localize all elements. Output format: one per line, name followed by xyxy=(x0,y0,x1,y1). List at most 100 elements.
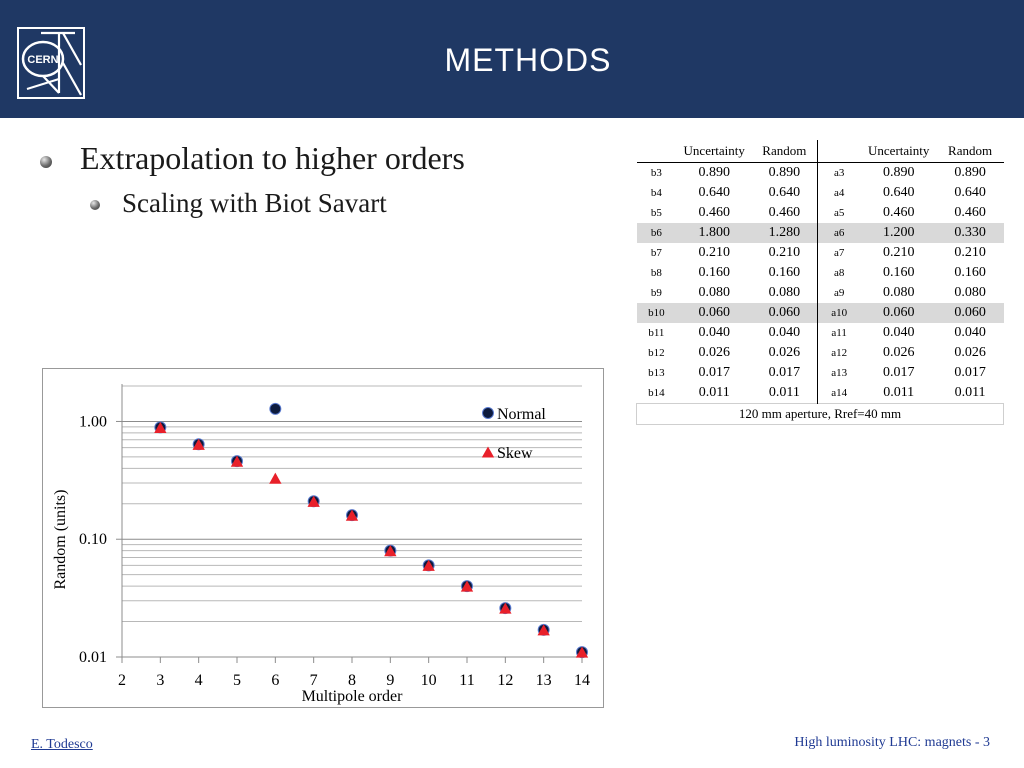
table-row: b7 0.210 0.210 a7 0.210 0.210 xyxy=(637,243,1004,263)
skew-random-cell: 0.210 xyxy=(954,245,986,260)
skew-random-cell: 0.040 xyxy=(954,325,986,340)
skew-data-point xyxy=(307,495,320,507)
normal-random-cell: 1.280 xyxy=(752,223,818,243)
skew-uncertainty-cell: 1.200 xyxy=(860,223,937,243)
normal-uncertainty-cell: 1.800 xyxy=(676,223,753,243)
normal-uncertainty-cell: 0.017 xyxy=(698,365,730,380)
x-tick-label: 2 xyxy=(118,672,126,689)
skew-random-cell: 0.060 xyxy=(936,303,1004,323)
normal-uncertainty-cell: 0.080 xyxy=(698,285,730,300)
skew-multipole-label: a12 xyxy=(831,347,848,359)
bullet-sphere-icon xyxy=(40,156,52,168)
normal-uncertainty-cell: 0.026 xyxy=(698,345,730,360)
skew-data-point xyxy=(269,472,282,484)
cern-logo: CERN xyxy=(17,27,85,99)
normal-multipole-label: b10 xyxy=(636,303,677,323)
normal-random-cell: 0.890 xyxy=(752,162,818,183)
x-tick-label: 4 xyxy=(195,672,203,689)
title-banner: CERN METHODS xyxy=(0,0,1024,118)
table-row: b3 0.890 0.890 a3 0.890 0.890 xyxy=(637,162,1004,183)
skew-uncertainty-cell: 0.040 xyxy=(882,325,915,340)
x-tick-label: 14 xyxy=(574,672,590,689)
multipole-table: Uncertainty Random Uncertainty Random b3… xyxy=(636,140,1004,425)
bullet-text: Extrapolation to higher orders xyxy=(80,140,465,176)
normal-multipole-label: b11 xyxy=(648,327,665,339)
legend-label: Skew xyxy=(497,445,533,462)
table-header-row: Uncertainty Random Uncertainty Random xyxy=(636,140,1004,163)
normal-multipole-label: b9 xyxy=(650,287,662,299)
normal-random-cell: 0.040 xyxy=(752,323,818,343)
table-row: b8 0.160 0.160 a8 0.160 0.160 xyxy=(637,263,1004,283)
column-header: Random xyxy=(936,140,1004,163)
skew-uncertainty-cell: 0.890 xyxy=(882,165,915,180)
y-axis-label: Random (units) xyxy=(52,490,69,590)
skew-random-cell: 0.026 xyxy=(954,345,986,360)
normal-random-cell: 0.460 xyxy=(752,203,818,223)
table-row: b12 0.026 0.026 a12 0.026 0.026 xyxy=(637,343,1004,363)
table-row: b13 0.017 0.017 a13 0.017 0.017 xyxy=(637,363,1004,383)
x-tick-label: 11 xyxy=(459,672,474,689)
table-row: b6 1.800 1.280 a6 1.200 0.330 xyxy=(636,223,1004,243)
slide-title: METHODS xyxy=(444,42,612,78)
table-footer-row: 120 mm aperture, Rref=40 mm xyxy=(636,403,1004,425)
x-tick-label: 6 xyxy=(271,672,279,689)
normal-random-cell: 0.017 xyxy=(752,363,818,383)
skew-data-point xyxy=(345,509,359,521)
skew-uncertainty-cell: 0.011 xyxy=(883,385,915,400)
normal-random-cell: 0.210 xyxy=(752,243,818,263)
skew-data-point xyxy=(192,438,205,450)
skew-data-point xyxy=(575,646,589,658)
normal-multipole-label: b4 xyxy=(650,187,662,199)
skew-random-cell: 0.640 xyxy=(954,185,986,200)
normal-multipole-label: b5 xyxy=(650,207,662,219)
skew-multipole-label: a7 xyxy=(833,247,845,259)
x-tick-label: 13 xyxy=(536,672,552,689)
skew-data-point xyxy=(499,602,512,614)
table-row: b10 0.060 0.060 a10 0.060 0.060 xyxy=(636,303,1004,323)
skew-random-cell: 0.080 xyxy=(954,285,986,300)
normal-random-cell: 0.080 xyxy=(752,283,818,303)
skew-multipole-label: a8 xyxy=(833,267,845,279)
author-link[interactable]: E. Todesco xyxy=(31,737,93,752)
normal-uncertainty-cell: 0.060 xyxy=(676,303,753,323)
chart-frame: 1.00 0.10 0.01 2 3 4 5 6 7 8 9 10 11 12 13 14 Multipole … xyxy=(42,368,604,708)
normal-uncertainty-cell: 0.460 xyxy=(698,205,730,220)
skew-uncertainty-cell: 0.460 xyxy=(882,205,915,220)
skew-multipole-label: a10 xyxy=(817,303,861,323)
column-header: Random xyxy=(752,140,818,163)
skew-data-point xyxy=(154,421,167,433)
skew-data-point xyxy=(384,545,397,557)
skew-multipole-label: a13 xyxy=(831,367,848,379)
y-tick-label: 1.00 xyxy=(79,413,107,430)
x-tick-label: 5 xyxy=(233,672,241,689)
normal-multipole-label: b8 xyxy=(650,267,662,279)
normal-random-cell: 0.011 xyxy=(752,383,818,404)
skew-uncertainty-cell: 0.026 xyxy=(882,345,915,360)
column-header: Uncertainty xyxy=(860,140,937,163)
skew-random-cell: 0.160 xyxy=(954,265,986,280)
skew-random-cell: 0.330 xyxy=(936,223,1004,243)
normal-random-cell: 0.060 xyxy=(752,303,818,323)
skew-uncertainty-cell: 0.160 xyxy=(882,265,915,280)
table-row: b5 0.460 0.460 a5 0.460 0.460 xyxy=(637,203,1004,223)
skew-multipole-label: a4 xyxy=(833,187,845,199)
table-row: b11 0.040 0.040 a11 0.040 0.040 xyxy=(637,323,1004,343)
normal-uncertainty-cell: 0.011 xyxy=(698,385,730,400)
normal-multipole-label: b6 xyxy=(636,223,677,243)
bullet-text: Scaling with Biot Savart xyxy=(122,188,387,218)
skew-multipole-label: a6 xyxy=(817,223,861,243)
legend-label: Normal xyxy=(497,406,546,423)
skew-random-cell: 0.011 xyxy=(954,385,986,400)
cern-logo-icon: CERN xyxy=(21,31,82,96)
skew-data-point xyxy=(537,624,550,636)
y-tick-label: 0.10 xyxy=(79,531,107,548)
normal-multipole-label: b3 xyxy=(650,167,662,179)
x-tick-label: 3 xyxy=(156,672,164,689)
x-tick-label: 7 xyxy=(310,672,318,689)
x-tick-label: 9 xyxy=(386,672,394,689)
skew-uncertainty-cell: 0.640 xyxy=(882,185,915,200)
skew-multipole-label: a14 xyxy=(831,387,848,399)
normal-multipole-label: b12 xyxy=(648,347,665,359)
table-row: b4 0.640 0.640 a4 0.640 0.640 xyxy=(637,183,1004,203)
x-tick-label: 12 xyxy=(497,672,513,689)
